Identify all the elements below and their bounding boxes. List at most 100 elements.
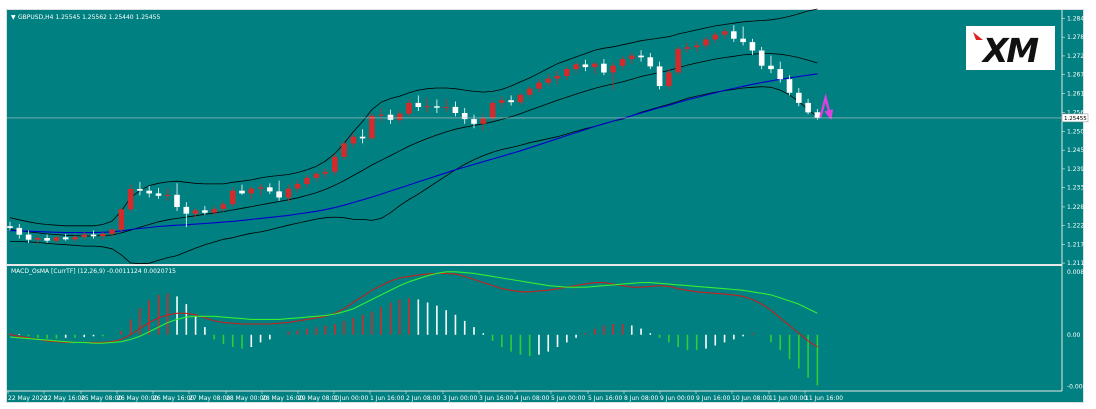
candle-body bbox=[211, 208, 217, 213]
candle-body bbox=[350, 136, 357, 144]
price-panel[interactable]: ▼ GBPUSD,H4 1.25545 1.25562 1.25440 1.25… bbox=[7, 8, 1062, 265]
candle bbox=[693, 41, 700, 53]
candle-body bbox=[415, 102, 422, 107]
candle bbox=[526, 85, 533, 98]
candle bbox=[768, 55, 774, 74]
candle-body bbox=[294, 183, 301, 189]
candle bbox=[359, 129, 366, 144]
time-tick-label: 25 May 08:00 bbox=[81, 395, 122, 402]
candle bbox=[313, 171, 319, 182]
candle bbox=[35, 235, 41, 245]
candle bbox=[638, 50, 644, 62]
candle-body bbox=[220, 204, 227, 209]
candle bbox=[601, 58, 607, 76]
candle bbox=[239, 184, 245, 195]
time-tick-label: 3 Jun 00:00 bbox=[443, 395, 477, 402]
candle-body bbox=[591, 63, 598, 68]
time-tick-label: 11 Jun 00:00 bbox=[769, 395, 807, 402]
candle-body bbox=[684, 47, 691, 49]
macd-panel[interactable]: MACD_OsMA [CurrTF] (12,26,9) -0.0011124 … bbox=[9, 268, 819, 386]
candle-body bbox=[267, 187, 273, 192]
candle bbox=[610, 62, 616, 90]
candle-body bbox=[62, 237, 69, 240]
candle bbox=[796, 88, 802, 107]
candle bbox=[90, 230, 97, 239]
macd-signal-line bbox=[9, 271, 818, 344]
time-tick-label: 28 May 00:00 bbox=[226, 395, 267, 402]
price-tick-label: 1.24500 bbox=[1067, 147, 1092, 154]
candle-body bbox=[192, 210, 199, 214]
forecast-arrow-head bbox=[824, 109, 834, 121]
price-tick-label: 1.27845 bbox=[1067, 34, 1092, 41]
candle-body bbox=[564, 69, 570, 76]
candle-body bbox=[44, 238, 50, 241]
candle bbox=[165, 188, 171, 201]
price-axis: 1.28400 1.27845 1.27290 1.26735 1.26180 1.256… bbox=[1062, 15, 1092, 267]
candle-body bbox=[53, 237, 60, 241]
candle bbox=[294, 179, 301, 193]
candle-body bbox=[526, 88, 533, 95]
candle bbox=[276, 180, 282, 201]
forecast-arrow bbox=[819, 93, 834, 121]
candle-body bbox=[25, 234, 32, 240]
candle bbox=[415, 95, 422, 111]
time-tick-label: 3 Jun 16:00 bbox=[479, 395, 513, 402]
candle bbox=[666, 69, 672, 90]
candle-body bbox=[359, 136, 366, 139]
candle-body bbox=[610, 65, 616, 73]
candle bbox=[229, 187, 236, 207]
candle bbox=[118, 207, 125, 232]
candle bbox=[387, 109, 394, 124]
candle bbox=[758, 46, 765, 70]
candle-body bbox=[72, 237, 78, 240]
header-marker: ▼ bbox=[11, 14, 16, 21]
bollinger-bands bbox=[9, 8, 818, 265]
candle-body bbox=[434, 106, 440, 108]
macd-tick-label: 0.00 bbox=[1067, 332, 1081, 339]
candle-body bbox=[127, 189, 134, 210]
candle-body bbox=[397, 113, 403, 120]
candlesticks bbox=[7, 25, 821, 245]
candle-body bbox=[749, 42, 756, 51]
candle-body bbox=[7, 226, 13, 228]
time-tick-label: 1 Jun 00:00 bbox=[334, 395, 368, 402]
candle bbox=[137, 181, 143, 196]
candle-body bbox=[248, 188, 255, 194]
candle bbox=[508, 95, 514, 106]
candle bbox=[285, 184, 292, 203]
candle bbox=[749, 38, 756, 55]
candle-body bbox=[35, 238, 41, 240]
moving-average bbox=[9, 73, 818, 234]
candle bbox=[81, 231, 87, 240]
price-tick-label: 1.25055 bbox=[1067, 128, 1092, 135]
time-tick-label: 8 Jun 08:00 bbox=[624, 395, 658, 402]
candle bbox=[675, 46, 681, 76]
time-tick-label: 22 May 16:00 bbox=[44, 395, 85, 402]
candle bbox=[684, 42, 691, 53]
candle bbox=[786, 75, 793, 96]
candle-body bbox=[814, 112, 821, 118]
price-tick-label: 1.21710 bbox=[1067, 241, 1092, 248]
candle bbox=[146, 185, 152, 198]
candle bbox=[517, 92, 524, 105]
candle-body bbox=[183, 206, 190, 214]
time-tick-label: 26 May 16:00 bbox=[153, 395, 194, 402]
candle-body bbox=[786, 79, 793, 93]
candle-body bbox=[369, 115, 375, 139]
candle bbox=[647, 52, 654, 70]
candle bbox=[591, 61, 598, 75]
ma-line bbox=[9, 73, 818, 234]
candle-body bbox=[341, 143, 347, 157]
time-tick-label: 9 Jun 16:00 bbox=[696, 395, 730, 402]
time-tick-label: 2 Jun 08:00 bbox=[406, 395, 440, 402]
candle bbox=[582, 59, 589, 72]
candle bbox=[192, 208, 199, 219]
time-tick-label: 22 May 2020 bbox=[8, 395, 47, 402]
price-tick-label: 1.28400 bbox=[1067, 15, 1092, 22]
logo-text: XM bbox=[981, 31, 1039, 70]
candle-body bbox=[545, 78, 551, 83]
candle-body bbox=[721, 31, 728, 35]
candle bbox=[564, 66, 570, 80]
